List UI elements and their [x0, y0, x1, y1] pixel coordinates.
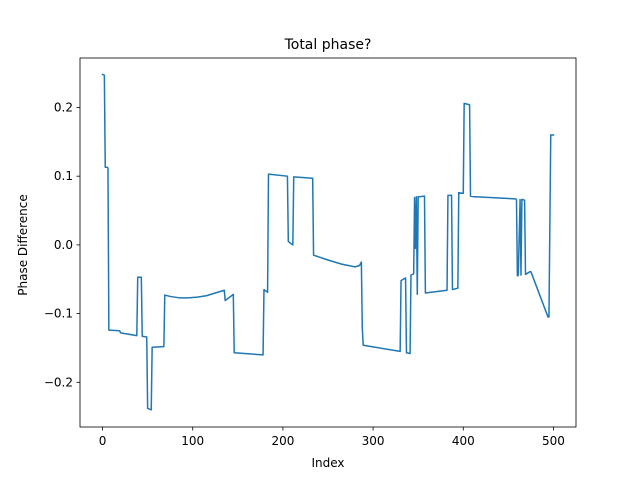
x-axis-ticks: 0 100 200 300 400 500: [99, 427, 565, 448]
series-line-phase-difference: [101, 73, 555, 411]
x-tick-label: 200: [271, 434, 294, 448]
x-tick-label: 100: [181, 434, 204, 448]
y-axis-ticks: −0.2 −0.1 0.0 0.1 0.2: [44, 100, 80, 389]
x-tick-label: 500: [542, 434, 565, 448]
y-tick-label: 0.1: [54, 169, 73, 183]
y-tick-label: 0.0: [54, 238, 73, 252]
y-tick-label: −0.2: [44, 375, 73, 389]
y-axis-label: Phase Difference: [16, 194, 30, 296]
axes-frame: [79, 57, 577, 428]
y-tick-label: 0.2: [54, 100, 73, 114]
x-tick-label: 0: [99, 434, 107, 448]
x-tick-label: 400: [452, 434, 475, 448]
chart-title: Total phase?: [284, 37, 372, 53]
y-tick-label: −0.1: [44, 307, 73, 321]
x-tick-label: 300: [362, 434, 385, 448]
x-axis-label: Index: [311, 456, 344, 470]
